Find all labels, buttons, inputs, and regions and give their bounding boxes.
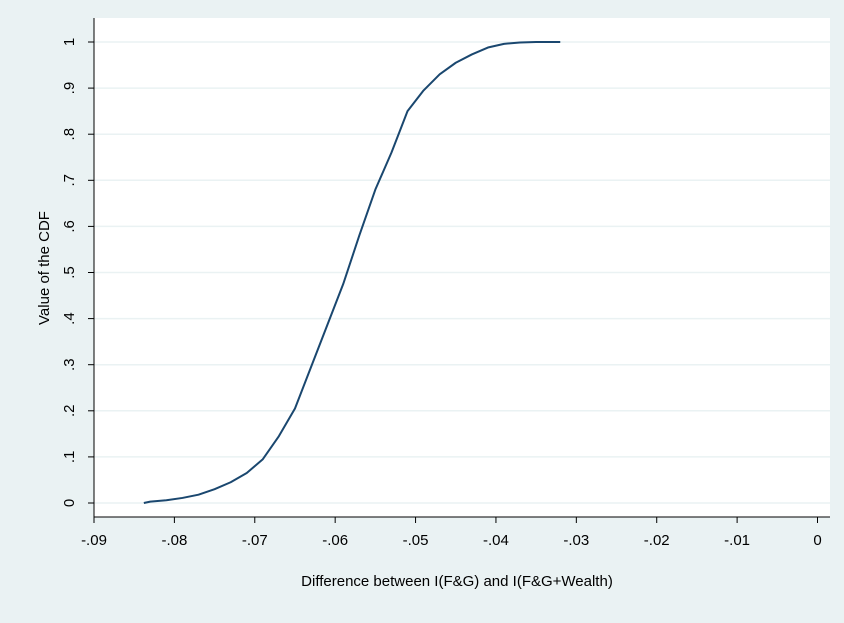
grid-lines [94, 41, 830, 504]
x-tick-label: -.09 [81, 532, 107, 549]
y-tick-label: .5 [61, 266, 78, 279]
y-tick-label: 0 [61, 499, 78, 507]
y-tick-label: .7 [61, 174, 78, 187]
y-tick-label: .4 [61, 312, 78, 325]
x-tick-label: -.03 [563, 532, 589, 549]
y-axis-label: Value of the CDF [36, 211, 53, 325]
cdf-line [143, 41, 561, 504]
x-tick-label: -.08 [161, 532, 187, 549]
series-layer [143, 41, 561, 504]
x-tick-label: -.01 [724, 532, 750, 549]
x-axis-label: Difference between I(F&G) and I(F&G+Weal… [301, 573, 613, 590]
x-tick-label: 0 [813, 532, 821, 549]
y-tick-label: 1 [61, 38, 78, 46]
y-tick-label: .9 [61, 82, 78, 95]
axes: -.09 -.08 -.07 -.06 -.05 -.04 -.03 -.02 -.01 0 0 .1… [61, 18, 830, 549]
x-tick-label: -.04 [483, 532, 509, 549]
y-tick-label: .8 [61, 128, 78, 141]
y-tick-label: .2 [61, 405, 78, 418]
x-tick-label: -.06 [322, 532, 348, 549]
y-tick-label: .3 [61, 358, 78, 371]
x-tick-label: -.05 [403, 532, 429, 549]
x-tick-label: -.07 [242, 532, 268, 549]
y-tick-label: .1 [61, 451, 78, 464]
plot-area [94, 18, 830, 517]
x-tick-label: -.02 [644, 532, 670, 549]
y-tick-label: .6 [61, 220, 78, 233]
